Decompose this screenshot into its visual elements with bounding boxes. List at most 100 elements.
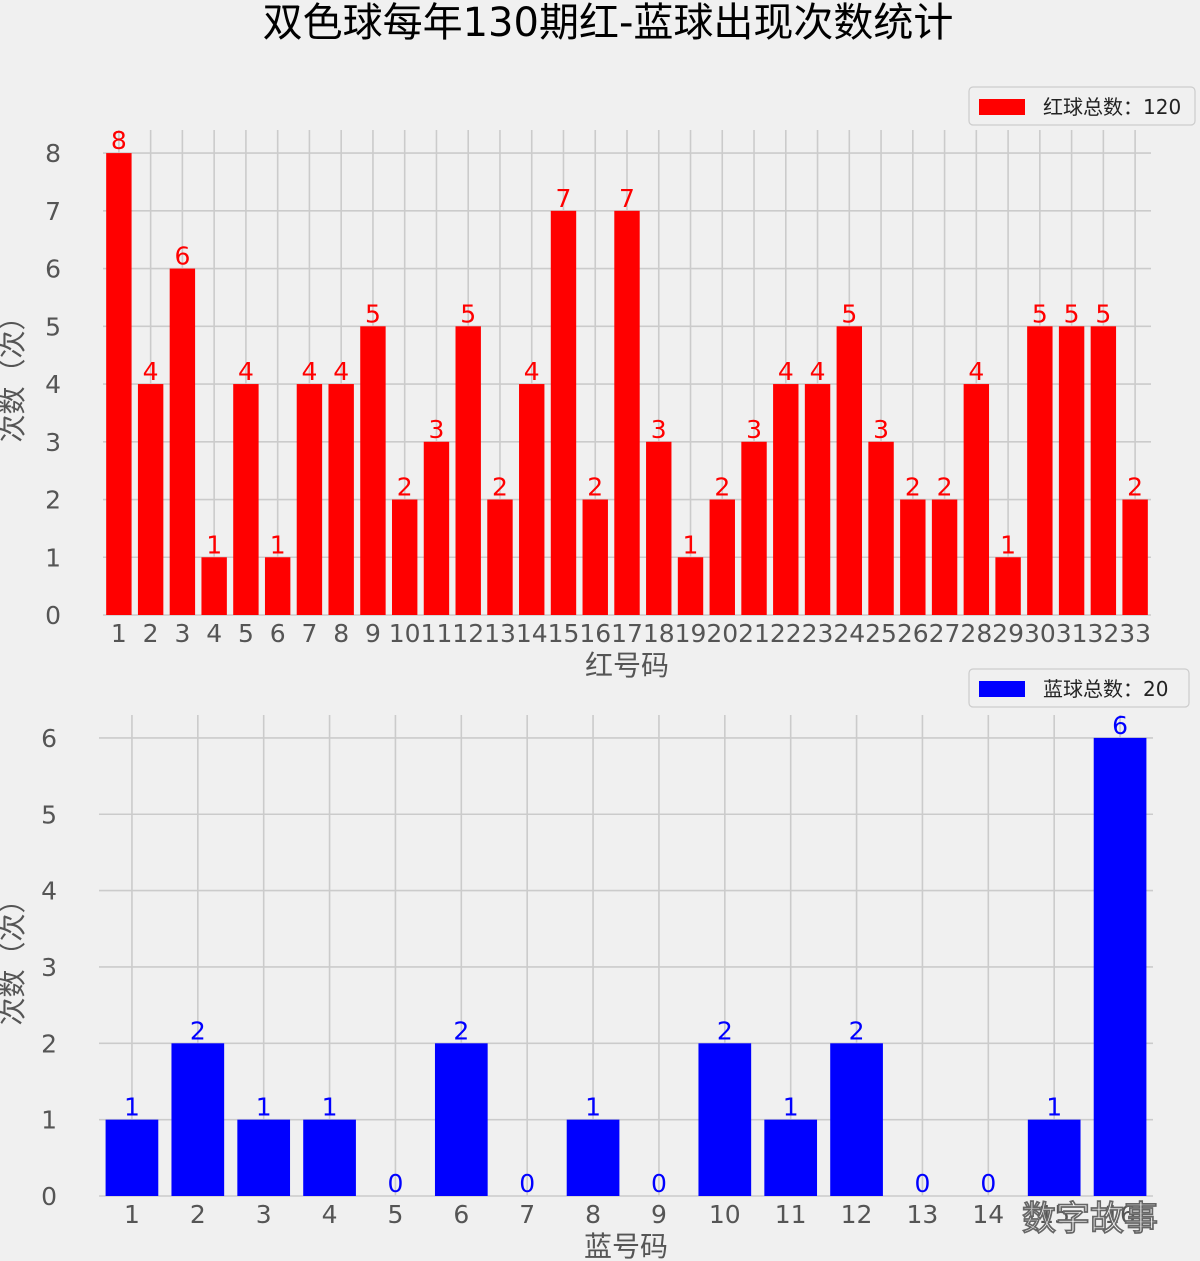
data-label: 6 bbox=[1112, 711, 1128, 740]
data-label: 1 bbox=[1000, 530, 1016, 559]
y-tick-label: 8 bbox=[45, 139, 61, 168]
x-tick-label: 13 bbox=[907, 1200, 939, 1229]
bar bbox=[582, 499, 608, 615]
legend: 蓝球总数：20 bbox=[968, 668, 1190, 708]
bar bbox=[264, 557, 291, 615]
data-label: 1 bbox=[683, 530, 699, 559]
x-tick-label: 14 bbox=[972, 1200, 1004, 1229]
y-tick-label: 4 bbox=[45, 370, 61, 399]
bar bbox=[303, 1119, 356, 1196]
x-tick-label: 23 bbox=[802, 619, 834, 648]
data-label: 2 bbox=[453, 1016, 469, 1045]
bar bbox=[1027, 1119, 1081, 1196]
x-tick-label: 25 bbox=[865, 619, 897, 648]
data-label: 8 bbox=[111, 126, 127, 155]
bar bbox=[1058, 326, 1085, 615]
data-label: 4 bbox=[968, 357, 984, 386]
bar bbox=[106, 153, 132, 615]
data-label: 0 bbox=[651, 1169, 667, 1198]
y-tick-label: 5 bbox=[41, 800, 57, 829]
bar bbox=[296, 384, 323, 615]
bar bbox=[423, 441, 450, 615]
x-tick-label: 2 bbox=[143, 619, 159, 648]
bar bbox=[328, 384, 354, 615]
y-tick-label: 0 bbox=[41, 1182, 57, 1211]
blue-ball-chart: 1122131405260718092101112120130141156160… bbox=[0, 668, 1190, 1261]
x-tick-label: 33 bbox=[1119, 619, 1151, 648]
bar bbox=[1093, 737, 1147, 1196]
bar bbox=[804, 384, 831, 615]
data-label: 4 bbox=[778, 357, 794, 386]
y-axis-label: 次数（次） bbox=[0, 885, 29, 1025]
data-label: 1 bbox=[585, 1093, 601, 1122]
bar bbox=[201, 557, 227, 615]
data-label: 5 bbox=[460, 299, 476, 328]
data-label: 7 bbox=[556, 184, 572, 213]
x-tick-label: 32 bbox=[1087, 619, 1119, 648]
data-label: 0 bbox=[519, 1169, 535, 1198]
chart-title: 双色球每年130期红-蓝球出现次数统计 bbox=[263, 0, 954, 46]
bar bbox=[963, 384, 990, 615]
data-label: 2 bbox=[492, 473, 508, 502]
data-label: 5 bbox=[1095, 299, 1111, 328]
data-label: 0 bbox=[387, 1169, 403, 1198]
bar bbox=[1090, 326, 1117, 615]
x-tick-label: 15 bbox=[1038, 1200, 1070, 1229]
y-tick-label: 1 bbox=[41, 1106, 57, 1135]
bar bbox=[868, 441, 894, 615]
data-label: 5 bbox=[1032, 299, 1048, 328]
x-tick-label: 8 bbox=[333, 619, 349, 648]
data-label: 4 bbox=[238, 357, 254, 386]
y-tick-label: 0 bbox=[45, 601, 61, 630]
legend-label: 蓝球总数：20 bbox=[1043, 677, 1168, 701]
x-tick-label: 14 bbox=[516, 619, 548, 648]
y-tick-label: 6 bbox=[45, 255, 61, 284]
data-label: 3 bbox=[429, 415, 445, 444]
bar bbox=[995, 557, 1021, 615]
data-label: 1 bbox=[1046, 1093, 1062, 1122]
bar bbox=[105, 1119, 159, 1196]
x-tick-label: 5 bbox=[387, 1200, 403, 1229]
x-tick-label: 15 bbox=[548, 619, 580, 648]
data-label: 1 bbox=[124, 1093, 140, 1122]
data-label: 4 bbox=[333, 357, 349, 386]
data-label: 0 bbox=[980, 1169, 996, 1198]
x-tick-label: 11 bbox=[775, 1200, 807, 1229]
x-tick-label: 21 bbox=[738, 619, 770, 648]
y-tick-label: 7 bbox=[45, 197, 61, 226]
bar bbox=[137, 384, 164, 615]
data-label: 5 bbox=[365, 299, 381, 328]
y-tick-label: 3 bbox=[45, 428, 61, 457]
x-tick-label: 6 bbox=[453, 1200, 469, 1229]
bar bbox=[1027, 326, 1053, 615]
data-label: 2 bbox=[905, 473, 921, 502]
bar bbox=[550, 210, 577, 616]
legend: 红球总数：120 bbox=[968, 86, 1196, 126]
x-tick-label: 9 bbox=[651, 1200, 667, 1229]
y-tick-label: 5 bbox=[45, 312, 61, 341]
legend-box bbox=[968, 668, 1190, 708]
data-label: 2 bbox=[937, 473, 953, 502]
data-label: 4 bbox=[301, 357, 317, 386]
data-label: 1 bbox=[322, 1093, 338, 1122]
y-tick-label: 6 bbox=[41, 724, 57, 753]
x-tick-label: 2 bbox=[190, 1200, 206, 1229]
x-tick-label: 30 bbox=[1024, 619, 1056, 648]
data-label: 6 bbox=[174, 242, 190, 271]
x-tick-label: 4 bbox=[322, 1200, 338, 1229]
data-label: 3 bbox=[873, 415, 889, 444]
y-tick-label: 1 bbox=[45, 543, 61, 572]
x-tick-label: 6 bbox=[270, 619, 286, 648]
x-tick-label: 8 bbox=[585, 1200, 601, 1229]
data-label: 0 bbox=[914, 1169, 930, 1198]
red-ball-chart: 8142631445164748592103115122134147152167… bbox=[0, 86, 1196, 682]
data-label: 1 bbox=[783, 1093, 799, 1122]
x-tick-label: 20 bbox=[706, 619, 738, 648]
y-tick-label: 3 bbox=[41, 953, 57, 982]
data-label: 4 bbox=[810, 357, 826, 386]
bar bbox=[830, 1043, 883, 1196]
data-label: 1 bbox=[206, 530, 222, 559]
x-tick-label: 27 bbox=[929, 619, 961, 648]
bar bbox=[698, 1043, 752, 1196]
x-tick-label: 18 bbox=[643, 619, 675, 648]
